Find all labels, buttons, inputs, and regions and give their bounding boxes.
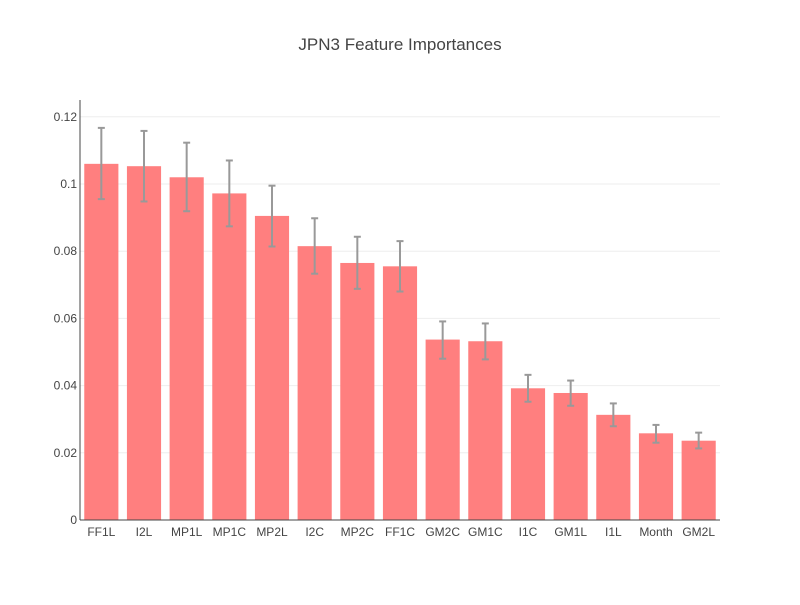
x-tick-label: MP1C — [213, 525, 247, 539]
error-bar — [353, 235, 361, 290]
x-tick-label: MP2C — [341, 525, 375, 539]
y-tick-label: 0.02 — [54, 446, 78, 460]
x-tick-label: GM2L — [682, 525, 715, 539]
error-bar — [439, 320, 447, 360]
error-bar — [311, 217, 319, 275]
x-tick-label: I2C — [305, 525, 324, 539]
chart-title: JPN3 Feature Importances — [298, 35, 501, 54]
bar — [596, 414, 631, 520]
error-bar — [652, 423, 660, 444]
bar — [126, 166, 162, 520]
y-tick-label: 0.12 — [54, 110, 78, 124]
bar — [169, 177, 204, 520]
bar — [212, 193, 247, 520]
x-tick-label: I1L — [605, 525, 622, 539]
x-tick-label: FF1L — [87, 525, 115, 539]
y-tick-label: 0.08 — [54, 244, 78, 258]
axes: 0 0.02 0.04 0.06 0.08 0.1 0.12 FF1L I2L MP1L MP1C M… — [54, 100, 720, 539]
error-bar — [268, 184, 276, 248]
bar — [681, 440, 716, 520]
error-bar — [183, 141, 191, 213]
error-bars — [97, 126, 703, 450]
y-tick-label: 0.1 — [60, 177, 77, 191]
bar — [297, 246, 332, 520]
x-tick-label: GM1L — [554, 525, 587, 539]
error-bar — [524, 373, 532, 403]
bar — [638, 433, 674, 520]
x-tick-label: I2L — [136, 525, 153, 539]
error-bar — [609, 402, 617, 428]
bar — [425, 339, 460, 520]
x-tick-label: FF1C — [385, 525, 415, 539]
error-bar — [97, 126, 105, 201]
error-bar — [140, 129, 148, 203]
x-tick-label: MP2L — [256, 525, 288, 539]
bar — [382, 266, 418, 520]
bar — [553, 392, 588, 520]
error-bar — [225, 159, 233, 228]
bar — [254, 215, 290, 521]
y-tick-label: 0.04 — [54, 379, 78, 393]
x-tick-label: GM2C — [425, 525, 460, 539]
x-tick-label: Month — [639, 525, 672, 539]
bar — [340, 262, 375, 520]
error-bar — [695, 431, 703, 450]
bar — [468, 341, 503, 520]
bars — [84, 163, 716, 521]
error-bar — [481, 322, 489, 361]
x-tick-label: GM1C — [468, 525, 503, 539]
x-tick-label: I1C — [519, 525, 538, 539]
error-bar — [567, 379, 575, 407]
bar — [510, 388, 546, 520]
y-tick-label: 0.06 — [54, 311, 78, 325]
bar — [84, 163, 119, 520]
error-bar — [396, 240, 404, 293]
x-tick-label: MP1L — [171, 525, 203, 539]
y-tick-label: 0 — [70, 513, 77, 527]
